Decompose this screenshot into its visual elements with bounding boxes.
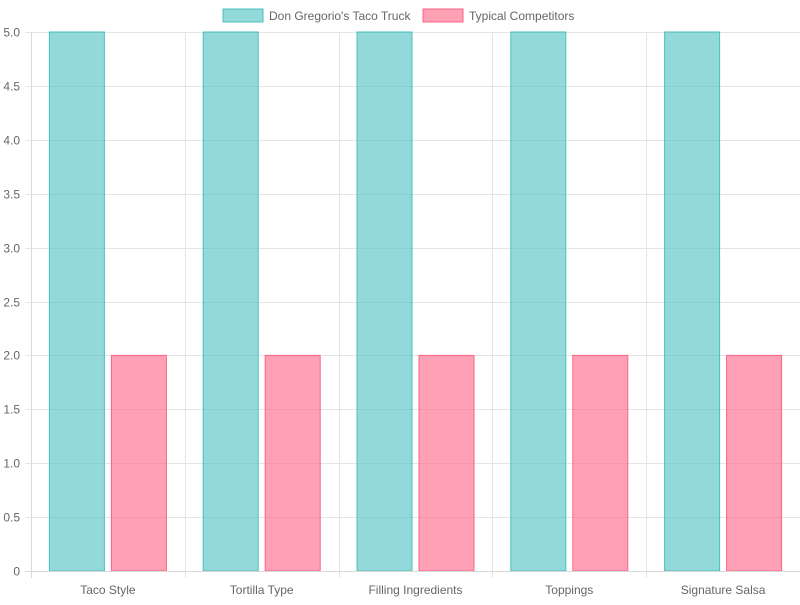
legend-label-series-2: Typical Competitors (469, 9, 574, 23)
legend-item-series-1[interactable]: Don Gregorio's Taco Truck (222, 8, 411, 23)
y-tick-label: 2.5 (3, 296, 20, 310)
legend[interactable]: Don Gregorio's Taco Truck Typical Compet… (222, 8, 574, 23)
y-tick-label: 2.0 (3, 349, 20, 363)
bar-series-2-filling-ingredients[interactable] (418, 354, 475, 572)
bar-series-2-taco-style[interactable] (110, 354, 167, 572)
y-axis-ticks: 0 0.5 1.0 1.5 2.0 2.5 3.0 3.5 4.0 4.5 5.0 (3, 26, 20, 579)
bar-series-1-signature-salsa[interactable] (664, 31, 721, 572)
axes (25, 32, 800, 578)
y-tick-label: 3.0 (3, 242, 20, 256)
y-tick-label: 0.5 (3, 511, 20, 525)
bars (48, 31, 783, 572)
legend-swatch-series-2 (422, 8, 464, 23)
bar-series-2-tortilla-type[interactable] (264, 354, 321, 572)
x-axis-ticks: Taco Style Tortilla Type Filling Ingredien… (80, 583, 766, 597)
bar-series-1-taco-style[interactable] (48, 31, 105, 572)
bar-series-1-tortilla-type[interactable] (202, 31, 259, 572)
y-tick-label: 1.5 (3, 403, 20, 417)
legend-label-series-1: Don Gregorio's Taco Truck (269, 9, 411, 23)
y-tick-label: 3.5 (3, 188, 20, 202)
bar-series-2-signature-salsa[interactable] (726, 354, 783, 572)
legend-item-series-2[interactable]: Typical Competitors (422, 8, 574, 23)
y-tick-label: 5.0 (3, 26, 20, 40)
bar-series-1-filling-ingredients[interactable] (356, 31, 413, 572)
bar-series-1-toppings[interactable] (510, 31, 567, 572)
bar-series-2-toppings[interactable] (572, 354, 629, 572)
y-tick-label: 0 (13, 565, 20, 579)
x-tick-label: Signature Salsa (681, 583, 766, 597)
x-tick-label: Tortilla Type (230, 583, 294, 597)
x-tick-label: Toppings (545, 583, 593, 597)
y-tick-label: 4.0 (3, 134, 20, 148)
y-tick-label: 4.5 (3, 80, 20, 94)
x-tick-label: Filling Ingredients (368, 583, 462, 597)
legend-swatch-series-1 (222, 8, 264, 23)
x-tick-label: Taco Style (80, 583, 136, 597)
y-tick-label: 1.0 (3, 457, 20, 471)
